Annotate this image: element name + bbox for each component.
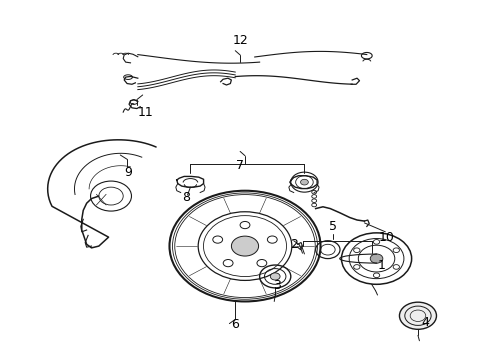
Text: 9: 9: [124, 166, 132, 179]
Text: 8: 8: [183, 192, 191, 204]
Text: 10: 10: [378, 231, 394, 244]
Text: 5: 5: [329, 220, 337, 233]
Circle shape: [300, 179, 308, 185]
Text: 7: 7: [236, 159, 244, 172]
Circle shape: [270, 273, 280, 280]
Text: 1: 1: [377, 259, 385, 272]
Circle shape: [370, 254, 383, 263]
Circle shape: [399, 302, 437, 329]
Text: 2: 2: [290, 238, 297, 251]
Text: 6: 6: [231, 318, 239, 331]
Circle shape: [231, 236, 259, 256]
Text: 11: 11: [137, 105, 153, 119]
Text: 3: 3: [273, 279, 281, 292]
Text: 12: 12: [232, 34, 248, 47]
Text: 4: 4: [421, 316, 429, 329]
